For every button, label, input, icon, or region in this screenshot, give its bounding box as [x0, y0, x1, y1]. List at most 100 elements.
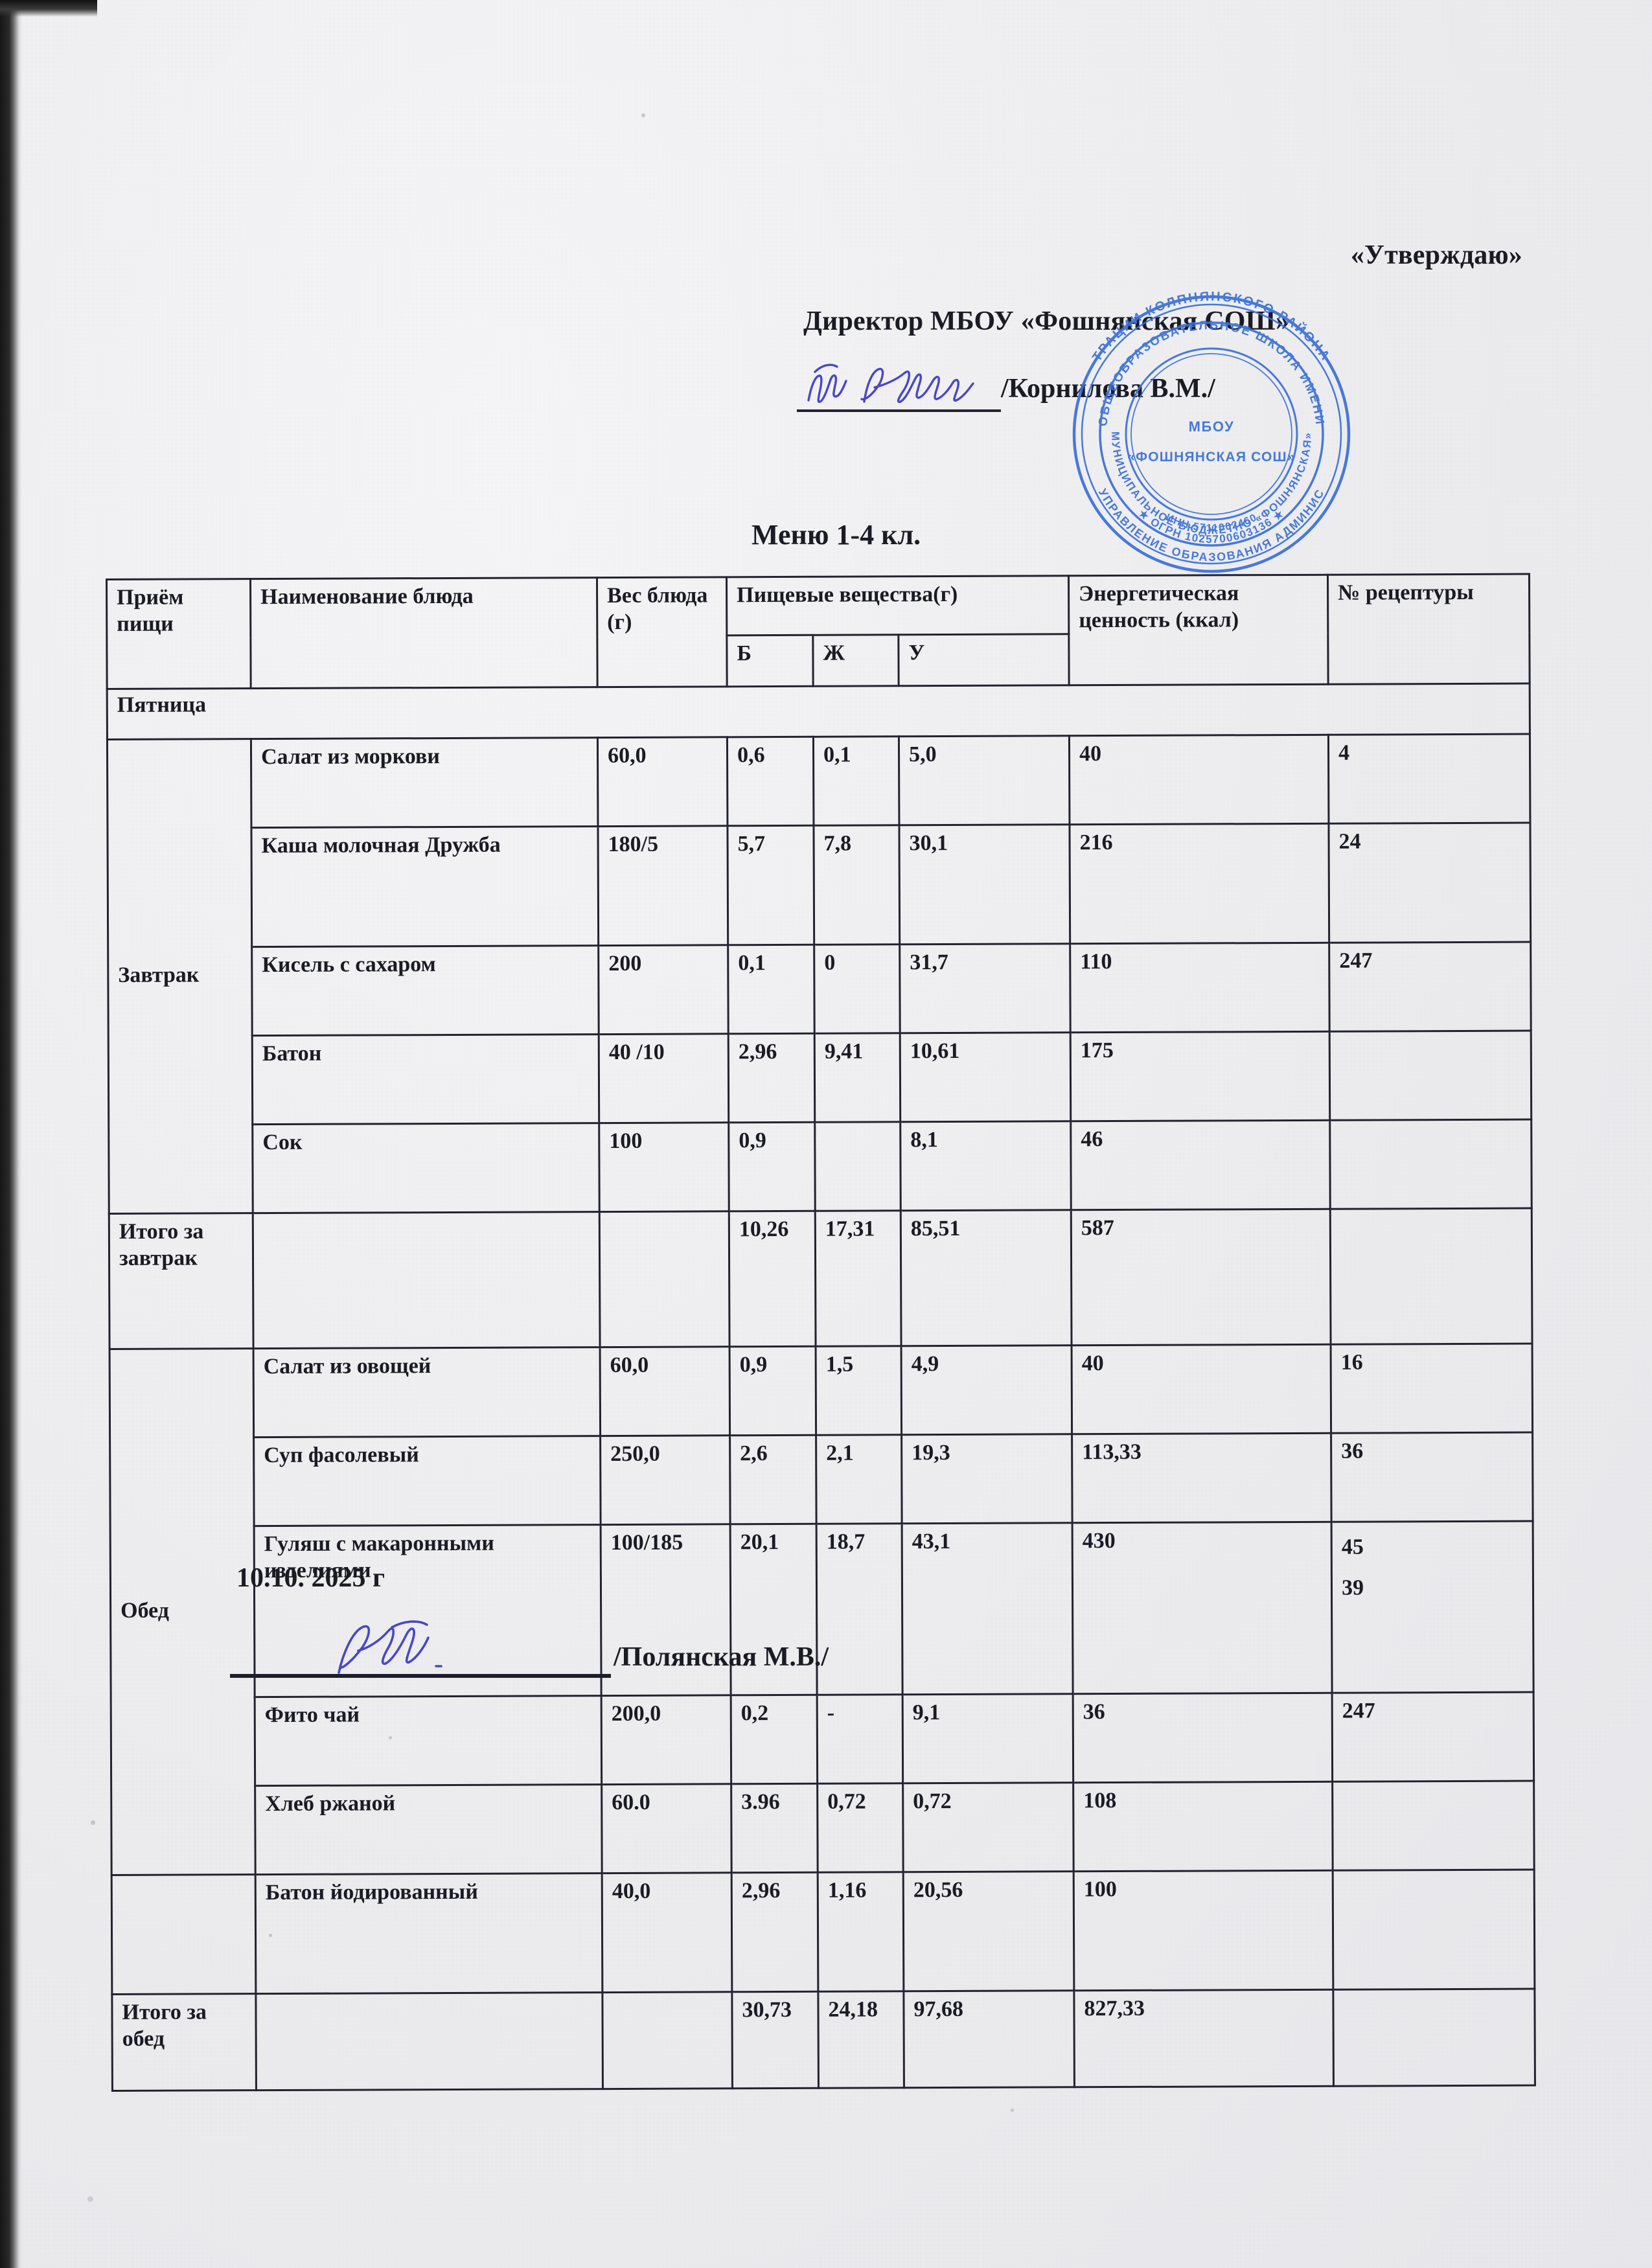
dish-name: Каша молочная Дружба — [251, 826, 599, 947]
lunch-total-fat: 24,18 — [818, 1991, 904, 2089]
dish-weight: 60.0 — [601, 1783, 732, 1873]
dish-fat: 1,16 — [818, 1872, 904, 1992]
dish-fat: - — [817, 1694, 903, 1784]
lunch-total-dish — [255, 1992, 603, 2090]
dish-weight: 180/5 — [597, 825, 728, 946]
dish-weight: 100 — [599, 1122, 729, 1212]
lunch-total-recipe — [1333, 1989, 1535, 2087]
meal-label-empty — [111, 1874, 256, 1995]
dish-protein: 0,1 — [728, 945, 815, 1034]
dish-carbs: 8,1 — [900, 1121, 1072, 1211]
dish-carbs: 10,61 — [900, 1032, 1071, 1122]
dish-kcal: 100 — [1073, 1870, 1333, 1991]
dish-protein: 5,7 — [727, 825, 814, 945]
scan-speck — [389, 1736, 392, 1739]
dish-name: Суп фасолевый — [253, 1436, 601, 1526]
dish-name: Кисель с сахаром — [251, 945, 599, 1036]
dish-fat — [814, 1121, 901, 1211]
dish-carbs: 4,9 — [901, 1345, 1072, 1435]
dish-protein: 2,96 — [728, 1033, 815, 1123]
director-name: /Корнилова В.М./ — [1001, 374, 1215, 404]
scan-speck — [641, 113, 645, 117]
breakfast-total-fat: 17,31 — [815, 1210, 902, 1347]
day-row: Пятница — [107, 683, 1530, 740]
director-handwritten-signature — [807, 363, 974, 404]
dish-name: Батон — [252, 1034, 599, 1125]
dish-protein: 0,2 — [731, 1695, 818, 1784]
breakfast-total-weight — [599, 1211, 730, 1347]
breakfast-total-kcal: 587 — [1071, 1209, 1331, 1346]
table-row: Фито чай 200,0 0,2 - 9,1 36 247 — [111, 1692, 1534, 1786]
dish-weight: 200 — [598, 945, 729, 1035]
dish-carbs: 30,1 — [899, 824, 1070, 945]
lunch-total-weight — [602, 1991, 733, 2089]
dish-protein: 0,6 — [727, 737, 814, 826]
dish-recipe — [1329, 1031, 1532, 1121]
dish-fat: 0 — [814, 944, 901, 1034]
dish-recipe: 36 — [1331, 1432, 1533, 1522]
table-row: Сок 100 0,9 8,1 46 — [109, 1119, 1532, 1213]
compiler-handwritten-signature — [338, 1620, 442, 1674]
dish-kcal: 40 — [1069, 735, 1329, 825]
day-label: Пятница — [107, 683, 1530, 740]
dish-weight: 250,0 — [600, 1435, 731, 1525]
dish-kcal: 175 — [1070, 1031, 1330, 1121]
header-fat: Ж — [812, 634, 899, 687]
dish-kcal: 216 — [1070, 823, 1329, 944]
dish-kcal: 36 — [1073, 1693, 1333, 1783]
dish-weight: 60,0 — [597, 737, 728, 827]
dish-name: Салат из овощей — [253, 1347, 601, 1438]
dish-weight: 40,0 — [602, 1872, 732, 1993]
compiler-signature-underline — [230, 1674, 611, 1678]
dish-recipe: 45 39 — [1331, 1521, 1534, 1693]
dish-recipe: 16 — [1331, 1344, 1533, 1434]
table-row: Батон 40 /10 2,96 9,41 10,61 175 — [108, 1031, 1532, 1125]
dish-recipe: 247 — [1329, 942, 1532, 1032]
dish-name: Батон йодированный — [255, 1873, 602, 1994]
header-meal: Приём пищи — [106, 578, 251, 689]
dish-recipe — [1329, 1119, 1532, 1209]
scan-speck — [269, 1934, 272, 1937]
lunch-total-row: Итого за обед 30,73 24,18 97,68 827,33 — [111, 1989, 1535, 2091]
signature-underline — [797, 409, 1001, 413]
lunch-total-label: Итого за обед — [111, 1993, 257, 2091]
director-line: Директор МБОУ «Фошнянская СОШ» — [803, 306, 1290, 336]
dish-fat: 7,8 — [813, 825, 900, 945]
dish-kcal: 40 — [1072, 1344, 1331, 1434]
dish-kcal: 430 — [1072, 1522, 1333, 1694]
lunch-total-carbs: 97,68 — [903, 1990, 1075, 2088]
dish-protein: 2,96 — [731, 1872, 818, 1992]
scan-speck — [1011, 2109, 1014, 2112]
dish-protein: 3.96 — [731, 1783, 818, 1873]
dish-recipe: 24 — [1328, 823, 1531, 943]
scanner-edge-shadow-top — [0, 0, 97, 17]
dish-carbs: 5,0 — [899, 735, 1070, 825]
document-header: «Утверждаю» Директор МБОУ «Фошнянская СО… — [797, 240, 1535, 413]
dish-weight: 60,0 — [600, 1346, 730, 1436]
dish-fat: 1,5 — [816, 1346, 902, 1436]
dish-fat: 0,72 — [817, 1783, 904, 1873]
menu-table-wrapper: Приём пищи Наименование блюда Вес блюда … — [106, 573, 1536, 2092]
dish-weight: 200,0 — [601, 1695, 731, 1785]
table-row: Суп фасолевый 250,0 2,6 2,1 19,3 113,33 … — [110, 1432, 1533, 1526]
meal-label-breakfast: Завтрак — [107, 739, 253, 1214]
compiler-signature-block: /Полянская М.В./ — [230, 1620, 878, 1691]
menu-table: Приём пищи Наименование блюда Вес блюда … — [106, 573, 1536, 2092]
dish-name: Фито чай — [255, 1695, 602, 1786]
dish-name: Салат из моркови — [251, 737, 598, 828]
scan-speck — [87, 2196, 93, 2202]
header-protein: Б — [726, 635, 814, 687]
dish-kcal: 108 — [1073, 1781, 1333, 1872]
header-dish: Наименование блюда — [250, 577, 598, 689]
breakfast-total-carbs: 85,51 — [901, 1209, 1072, 1346]
dish-name: Сок — [252, 1123, 600, 1213]
dish-recipe: 247 — [1332, 1692, 1534, 1782]
dish-protein: 0,9 — [728, 1122, 816, 1211]
lunch-total-protein: 30,73 — [731, 1991, 819, 2089]
dish-fat: 2,1 — [816, 1434, 902, 1524]
dish-kcal: 46 — [1070, 1120, 1331, 1210]
lunch-total-kcal: 827,33 — [1073, 1989, 1334, 2087]
header-weight: Вес блюда (г) — [597, 577, 728, 687]
dish-protein: 2,6 — [729, 1435, 817, 1524]
dish-carbs: 0,72 — [902, 1782, 1074, 1872]
